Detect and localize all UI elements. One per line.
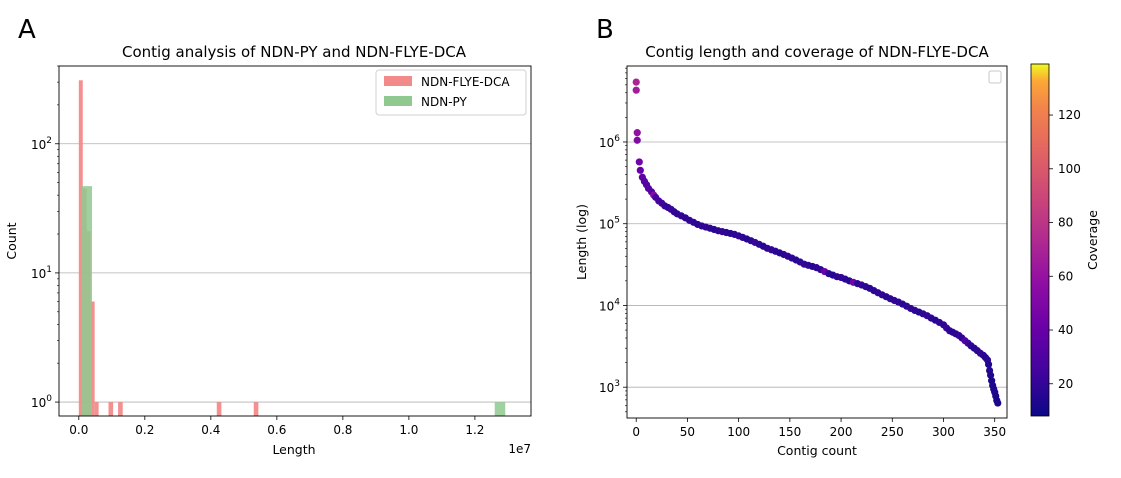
bar-flye xyxy=(94,402,99,416)
colorbar-gradient xyxy=(1030,63,1050,417)
scatter-point xyxy=(633,136,641,144)
coverage-colorbar: 20 40 60 80 100 120 Coverage xyxy=(1030,63,1100,417)
x-tick-label: 0.6 xyxy=(267,423,286,437)
chart-b-y-ticks: 103 104 105 106 xyxy=(599,67,627,413)
histogram-chart: 0.0 0.2 0.4 0.6 0.8 1.0 1.2 100 101 102 1e7 Leng… xyxy=(4,65,532,457)
bar-flye xyxy=(118,402,123,416)
y-tick-label: 106 xyxy=(599,134,620,150)
chart-b-gridlines xyxy=(627,141,1007,388)
legend-label-flye: NDN-FLYE-DCA xyxy=(421,75,510,89)
colorbar-tick-label: 80 xyxy=(1058,216,1073,230)
scatter-point xyxy=(635,158,643,166)
panel-a-letter: A xyxy=(18,15,36,45)
y-tick-label: 101 xyxy=(31,265,52,281)
colorbar-tick-label: 40 xyxy=(1058,323,1073,337)
chart-a-x-offset-label: 1e7 xyxy=(508,442,531,456)
x-tick-label: 1.2 xyxy=(465,423,484,437)
colorbar-tick-label: 120 xyxy=(1058,108,1081,122)
chart-a-x-ticks: 0.0 0.2 0.4 0.6 0.8 1.0 1.2 xyxy=(69,416,484,437)
bar-flye xyxy=(108,402,114,416)
legend-box xyxy=(375,69,527,116)
chart-b-points xyxy=(632,78,1002,407)
chart-a-y-ticks: 100 101 102 xyxy=(31,65,59,410)
y-tick-label: 100 xyxy=(31,394,52,410)
chart-b-x-axis-label: Contig count xyxy=(777,443,857,458)
chart-a-axes-frame xyxy=(58,65,532,417)
panel-b-letter: B xyxy=(596,15,614,45)
bar-py xyxy=(494,402,506,416)
x-tick-label: 0.8 xyxy=(333,423,352,437)
x-tick-label: 0.0 xyxy=(69,423,88,437)
legend-label-py: NDN-PY xyxy=(421,95,467,109)
legend-swatch-flye xyxy=(384,76,412,86)
legend-swatch-py xyxy=(384,96,412,106)
scatter-point xyxy=(987,371,995,379)
colorbar-ticks: 20 40 60 80 100 120 xyxy=(1049,108,1081,391)
scatter-point xyxy=(994,399,1002,407)
scatter-point xyxy=(984,360,993,369)
colorbar-tick-label: 60 xyxy=(1058,269,1073,283)
bar-py xyxy=(81,186,93,416)
scatter-chart: 0 50 100 150 200 250 300 350 103 104 105 106 Conti… xyxy=(574,65,1008,458)
colorbar-label: Coverage xyxy=(1085,210,1100,270)
y-tick-label: 102 xyxy=(31,136,52,152)
chart-b-axes-frame xyxy=(626,65,1008,419)
x-tick-label: 0.2 xyxy=(135,423,154,437)
scatter-point xyxy=(632,86,640,94)
colorbar-tick-label: 100 xyxy=(1058,162,1081,176)
chart-a-bars xyxy=(78,80,506,417)
bar-flye xyxy=(78,80,83,417)
scatter-point xyxy=(632,78,640,86)
chart-b-x-ticks: 0 50 100 150 200 250 300 350 xyxy=(632,418,1006,439)
x-tick-label: 250 xyxy=(881,425,904,439)
chart-a-x-axis-label: Length xyxy=(272,442,315,457)
x-tick-label: 0.4 xyxy=(201,423,220,437)
scatter-point xyxy=(636,166,644,174)
scatter-point xyxy=(633,129,641,137)
bar-flye xyxy=(216,402,222,416)
y-tick-label: 103 xyxy=(599,379,620,395)
x-tick-label: 1.0 xyxy=(399,423,418,437)
x-tick-label: 0 xyxy=(632,425,640,439)
chart-b-y-axis-label: Length (log) xyxy=(574,204,589,280)
bar-flye xyxy=(90,301,95,416)
chart-a-title: Contig analysis of NDN-PY and NDN-FLYE-D… xyxy=(122,43,467,61)
chart-b-title: Contig length and coverage of NDN-FLYE-D… xyxy=(645,43,989,61)
bar-flye xyxy=(253,402,259,416)
x-tick-label: 100 xyxy=(727,425,750,439)
chart-a-y-axis-label: Count xyxy=(4,222,19,259)
x-tick-label: 150 xyxy=(778,425,801,439)
x-tick-label: 200 xyxy=(830,425,853,439)
colorbar-tick-label: 20 xyxy=(1058,377,1073,391)
chart-a-legend: NDN-FLYE-DCA NDN-PY xyxy=(375,69,527,116)
x-tick-label: 50 xyxy=(680,425,695,439)
chart-a-gridlines xyxy=(59,143,531,403)
chart-b-empty-legend xyxy=(988,70,1002,84)
x-tick-label: 300 xyxy=(932,425,955,439)
y-tick-label: 105 xyxy=(599,216,620,232)
y-tick-label: 104 xyxy=(599,297,620,313)
x-tick-label: 350 xyxy=(983,425,1006,439)
